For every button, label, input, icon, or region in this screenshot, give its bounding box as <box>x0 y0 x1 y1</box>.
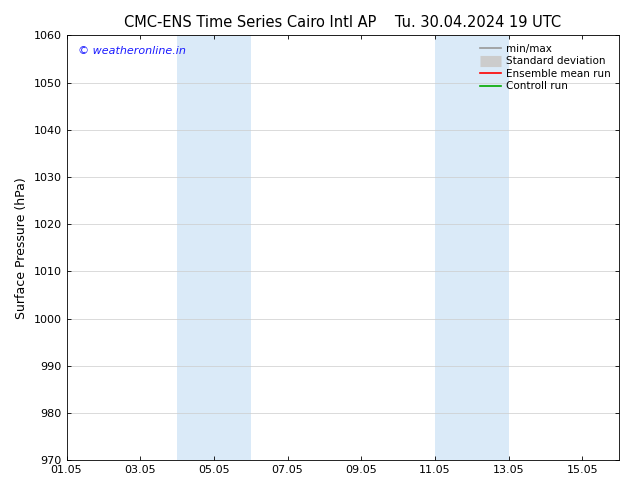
Bar <box>177 35 250 460</box>
Legend: min/max, Standard deviation, Ensemble mean run, Controll run: min/max, Standard deviation, Ensemble me… <box>477 41 614 95</box>
Bar <box>435 35 508 460</box>
Y-axis label: Surface Pressure (hPa): Surface Pressure (hPa) <box>15 177 28 318</box>
Title: CMC-ENS Time Series Cairo Intl AP    Tu. 30.04.2024 19 UTC: CMC-ENS Time Series Cairo Intl AP Tu. 30… <box>124 15 561 30</box>
Text: © weatheronline.in: © weatheronline.in <box>77 46 186 56</box>
